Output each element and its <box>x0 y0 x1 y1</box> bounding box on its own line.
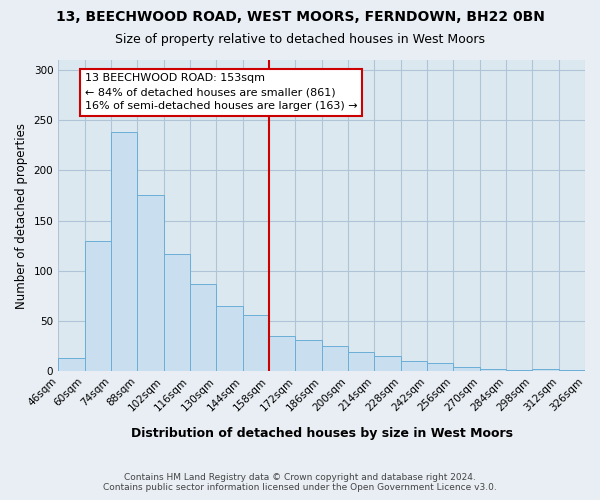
Bar <box>479 370 506 372</box>
Bar <box>348 352 374 372</box>
Y-axis label: Number of detached properties: Number of detached properties <box>15 122 28 308</box>
Bar <box>242 315 269 372</box>
Text: Size of property relative to detached houses in West Moors: Size of property relative to detached ho… <box>115 32 485 46</box>
Bar <box>401 362 427 372</box>
Bar <box>322 346 348 372</box>
Bar <box>85 241 111 372</box>
Bar <box>506 370 532 372</box>
Bar <box>111 132 137 372</box>
Bar <box>295 340 322 372</box>
Bar <box>58 358 85 372</box>
Bar <box>374 356 401 372</box>
Text: 13, BEECHWOOD ROAD, WEST MOORS, FERNDOWN, BH22 0BN: 13, BEECHWOOD ROAD, WEST MOORS, FERNDOWN… <box>56 10 544 24</box>
Bar <box>269 336 295 372</box>
X-axis label: Distribution of detached houses by size in West Moors: Distribution of detached houses by size … <box>131 427 512 440</box>
Bar <box>137 194 164 372</box>
Bar <box>532 370 559 372</box>
Bar <box>453 368 479 372</box>
Bar <box>427 364 453 372</box>
Bar <box>216 306 242 372</box>
Text: Contains HM Land Registry data © Crown copyright and database right 2024.
Contai: Contains HM Land Registry data © Crown c… <box>103 473 497 492</box>
Text: 13 BEECHWOOD ROAD: 153sqm
← 84% of detached houses are smaller (861)
16% of semi: 13 BEECHWOOD ROAD: 153sqm ← 84% of detac… <box>85 73 357 111</box>
Bar <box>190 284 216 372</box>
Bar <box>164 254 190 372</box>
Bar <box>559 370 585 372</box>
